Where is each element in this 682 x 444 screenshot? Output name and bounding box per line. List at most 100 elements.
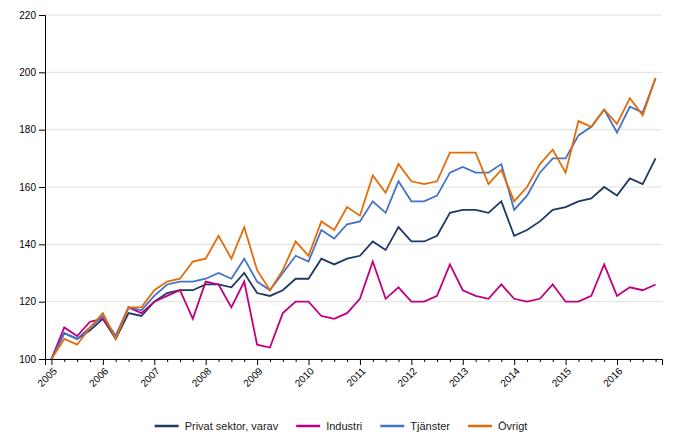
- x-minor-tick-mark: [424, 359, 425, 362]
- x-tick: [193, 359, 194, 362]
- x-tick-label: 2012: [395, 365, 419, 389]
- y-tick-label: 160: [19, 182, 36, 193]
- plot: 100 120 140 160 180 200 220 2005 2006 2007 2008 200…: [19, 10, 662, 389]
- x-tick: [398, 359, 399, 362]
- x-tick: [424, 359, 425, 362]
- y-tick: 220: [19, 10, 45, 21]
- x-minor-tick-mark: [270, 359, 271, 362]
- y-tick-mark: [39, 359, 45, 360]
- y-tick-mark: [39, 244, 45, 245]
- x-tick: [283, 359, 284, 362]
- x-minor-tick-mark: [219, 359, 220, 362]
- x-minor-tick-mark: [553, 359, 554, 362]
- x-tick-mark: [566, 359, 567, 365]
- grid-line: [45, 187, 662, 188]
- x-tick: [578, 359, 579, 362]
- x-minor-tick-mark: [141, 359, 142, 362]
- x-tick-label: 2008: [190, 365, 214, 389]
- x-tick-label: 2013: [447, 365, 471, 389]
- x-tick-label: 2016: [601, 365, 625, 389]
- x-tick: 2010: [293, 359, 317, 389]
- x-tick: [231, 359, 232, 362]
- y-tick: 100: [19, 354, 45, 365]
- y-tick: 200: [19, 67, 45, 78]
- x-tick-label: 2007: [138, 365, 162, 389]
- x-tick: [270, 359, 271, 362]
- legend-label: Industri: [326, 420, 362, 432]
- x-minor-tick-mark: [488, 359, 489, 362]
- x-tick-label: 2010: [293, 365, 317, 389]
- x-tick: [604, 359, 605, 362]
- x-tick: [219, 359, 220, 362]
- legend-item: Industri: [296, 420, 362, 432]
- x-tick: 2013: [447, 359, 471, 389]
- legend-label: Övrigt: [498, 420, 527, 432]
- grid-line: [45, 244, 662, 245]
- grid-line: [45, 129, 662, 130]
- x-minor-tick-mark: [656, 359, 657, 362]
- series-line: [51, 78, 655, 359]
- x-axis-line: [46, 360, 663, 366]
- x-minor-tick-mark: [231, 359, 232, 362]
- y-tick-mark: [39, 15, 45, 16]
- x-tick: [180, 359, 181, 362]
- x-tick-mark: [617, 359, 618, 365]
- x-tick: [90, 359, 91, 362]
- x-tick-mark: [463, 359, 464, 365]
- x-minor-tick-mark: [578, 359, 579, 362]
- series-line: [51, 78, 655, 359]
- x-minor-tick-mark: [540, 359, 541, 362]
- x-minor-tick-mark: [347, 359, 348, 362]
- x-tick: 2011: [345, 359, 368, 388]
- x-tick-mark: [257, 359, 258, 365]
- legend: Privat sektor, varav Industri Tjänster Övri…: [155, 420, 528, 432]
- x-minor-tick-mark: [321, 359, 322, 362]
- x-tick: [77, 359, 78, 362]
- x-minor-tick-mark: [398, 359, 399, 362]
- series-line: [51, 158, 655, 359]
- y-tick-label: 100: [19, 354, 36, 365]
- x-minor-tick-mark: [64, 359, 65, 362]
- x-minor-tick-mark: [643, 359, 644, 362]
- legend-item: Övrigt: [468, 420, 527, 432]
- y-axis: 100 120 140 160 180 200 220: [19, 10, 45, 365]
- y-tick: 180: [19, 124, 45, 135]
- y-tick-label: 120: [19, 296, 36, 307]
- x-tick-mark: [206, 359, 207, 365]
- legend-swatch: [296, 425, 320, 428]
- x-tick: 2012: [395, 359, 419, 389]
- x-tick: [437, 359, 438, 362]
- x-minor-tick-mark: [591, 359, 592, 362]
- legend-label: Privat sektor, varav: [185, 420, 279, 432]
- x-tick-label: 2006: [87, 365, 111, 389]
- x-tick: 2005: [35, 359, 59, 389]
- y-tick-mark: [39, 187, 45, 188]
- x-tick: [373, 359, 374, 362]
- x-minor-tick-mark: [116, 359, 117, 362]
- x-tick: [64, 359, 65, 362]
- x-minor-tick-mark: [373, 359, 374, 362]
- x-tick-mark: [514, 359, 515, 365]
- x-tick: [116, 359, 117, 362]
- y-tick-label: 220: [19, 10, 36, 21]
- x-tick-label: 2009: [241, 365, 265, 389]
- y-tick-label: 180: [19, 124, 36, 135]
- y-tick-label: 200: [19, 67, 36, 78]
- x-minor-tick-mark: [296, 359, 297, 362]
- y-tick-mark: [39, 130, 45, 131]
- y-tick: 140: [19, 239, 45, 250]
- x-tick: [630, 359, 631, 362]
- x-tick: [488, 359, 489, 362]
- x-tick-mark: [103, 359, 104, 365]
- x-tick: [386, 359, 387, 362]
- y-tick: 160: [19, 182, 45, 193]
- x-tick: [167, 359, 168, 362]
- x-tick: [244, 359, 245, 362]
- x-minor-tick-mark: [476, 359, 477, 362]
- legend-label: Tjänster: [410, 420, 450, 432]
- y-tick-mark: [39, 72, 45, 73]
- x-minor-tick-mark: [501, 359, 502, 362]
- legend-item: Privat sektor, varav: [155, 420, 279, 432]
- x-tick: [450, 359, 451, 362]
- x-tick: [527, 359, 528, 362]
